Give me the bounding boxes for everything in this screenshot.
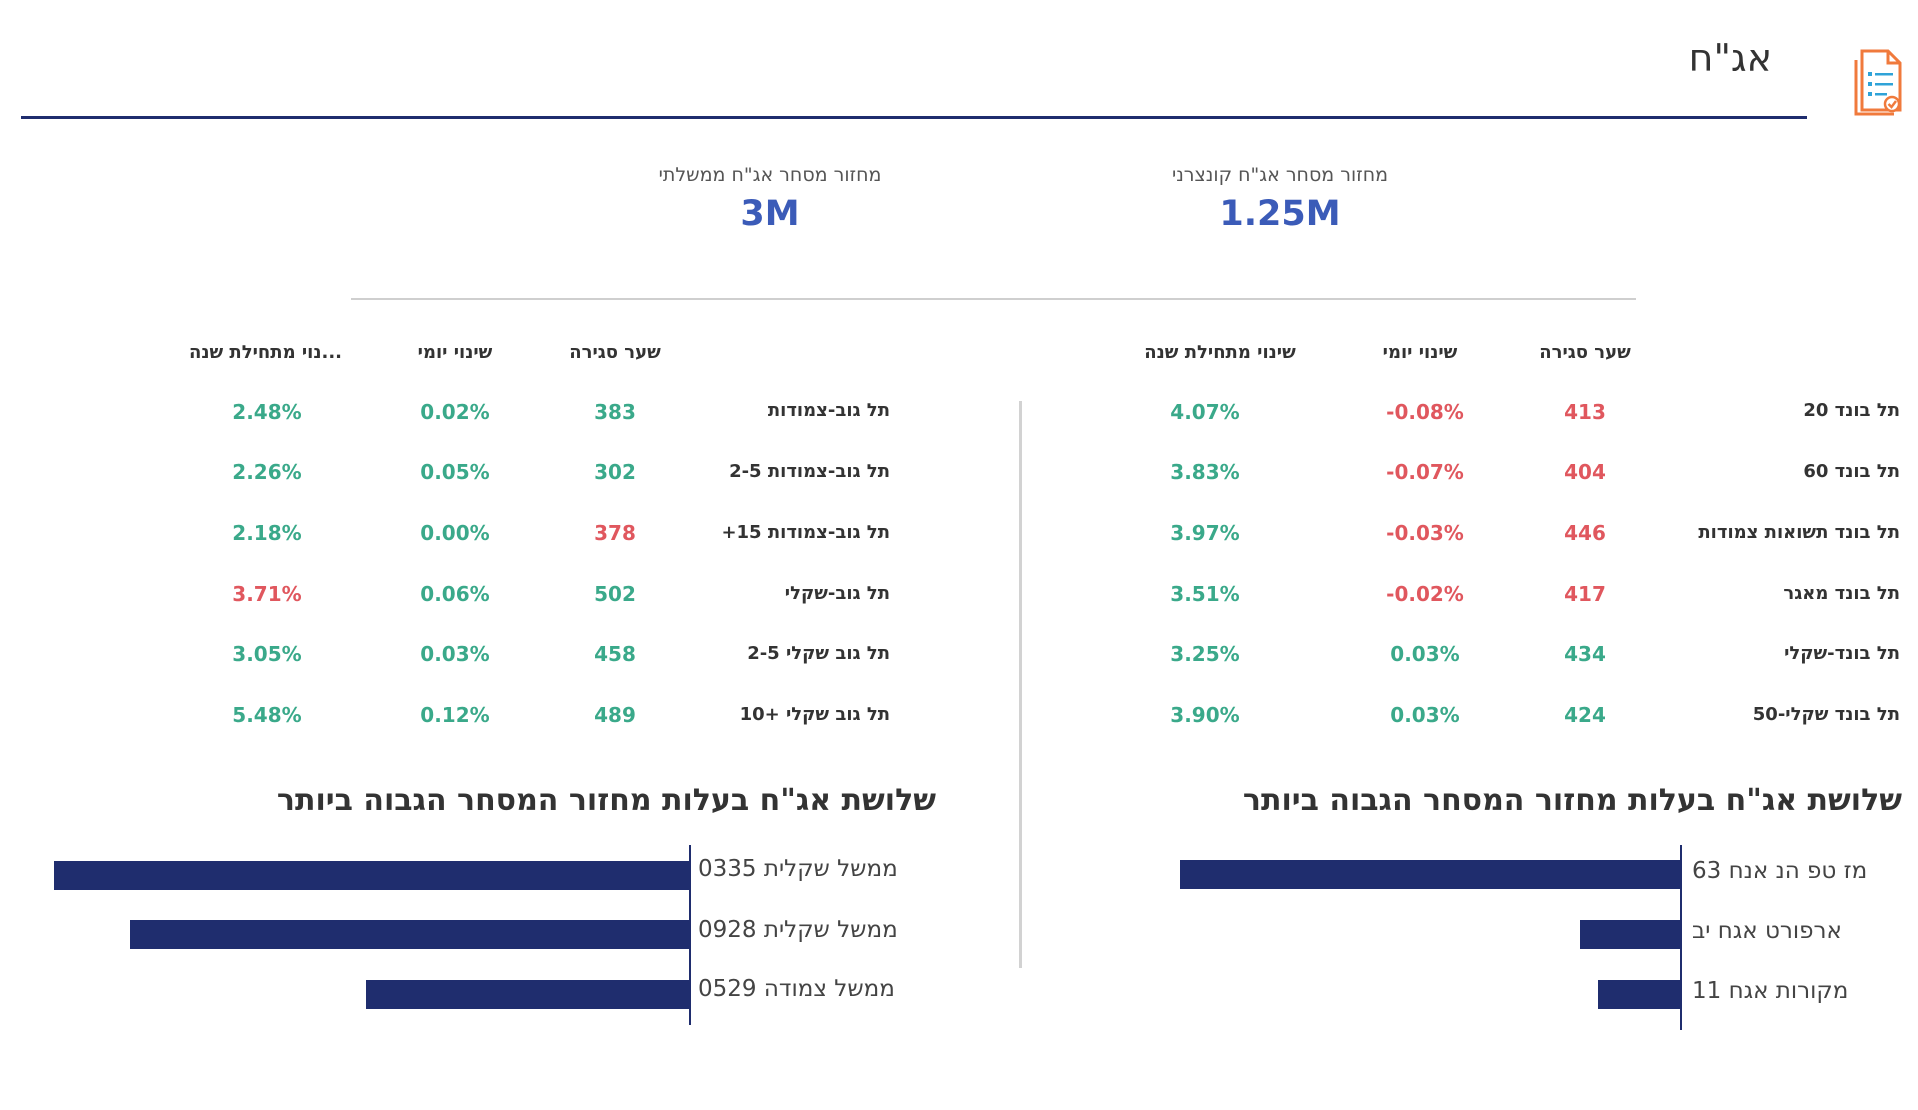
government-header-ytd: ...נוי מתחילת שנה: [188, 342, 343, 363]
ytd-change: 3.51%: [1170, 582, 1240, 606]
daily-change: -0.08%: [1386, 400, 1464, 424]
row-name: תל גוב שקלי +10: [739, 704, 890, 725]
close-value: 434: [1564, 642, 1606, 666]
bar-corporate-3: [1598, 980, 1680, 1009]
row-name: תל בונד תשואות צמודות: [1698, 522, 1900, 543]
close-value: 489: [594, 703, 636, 727]
bar-label: ארפורט אגח יב: [1692, 918, 1842, 944]
row-name: תל גוב-צמודות 2-5: [729, 461, 890, 482]
close-value: 502: [594, 582, 636, 606]
daily-change: -0.02%: [1386, 582, 1464, 606]
ytd-change: 3.97%: [1170, 521, 1240, 545]
close-value: 458: [594, 642, 636, 666]
kpi-government-label: מחזור מסחר אג"ח ממשלתי: [658, 164, 882, 186]
kpi-government-value: 3M: [740, 194, 800, 234]
section-divider: [351, 298, 1636, 300]
close-value: 404: [1564, 460, 1606, 484]
row-name: תל בונד 20: [1803, 400, 1900, 421]
ytd-change: 3.05%: [232, 642, 302, 666]
bar-label: ממשל שקלית 0335: [698, 856, 898, 882]
ytd-change: 3.71%: [232, 582, 302, 606]
corporate-header-ytd: שינוי מתחילת שנה: [1144, 342, 1296, 363]
row-name: תל גוב-צמודות: [767, 400, 890, 421]
close-value: 302: [594, 460, 636, 484]
daily-change: 0.05%: [420, 460, 490, 484]
government-header-close: שער סגירה: [569, 342, 661, 363]
close-value: 413: [1564, 400, 1606, 424]
ytd-change: 3.90%: [1170, 703, 1240, 727]
kpi-corporate-value: 1.25M: [1219, 194, 1341, 234]
row-name: תל גוב-שקלי: [784, 583, 890, 604]
vertical-divider: [1019, 401, 1022, 968]
daily-change: 0.03%: [1390, 703, 1460, 727]
document-checklist-icon: [1854, 49, 1902, 116]
close-value: 383: [594, 400, 636, 424]
bar-label: מז טפ הנ אנח 63: [1692, 858, 1868, 884]
ytd-change: 5.48%: [232, 703, 302, 727]
row-name: תל בונד מאגר: [1783, 583, 1900, 604]
bar-corporate-1: [1180, 860, 1680, 889]
ytd-change: 3.25%: [1170, 642, 1240, 666]
daily-change: 0.12%: [420, 703, 490, 727]
row-name: תל גוב-צמודות 15+: [721, 522, 890, 543]
close-value: 378: [594, 521, 636, 545]
ytd-change: 2.18%: [232, 521, 302, 545]
daily-change: 0.02%: [420, 400, 490, 424]
corporate-bars-axis: [1680, 845, 1682, 1030]
bar-government-1: [54, 861, 689, 890]
ytd-change: 3.83%: [1170, 460, 1240, 484]
close-value: 417: [1564, 582, 1606, 606]
daily-change: -0.07%: [1386, 460, 1464, 484]
daily-change: 0.03%: [420, 642, 490, 666]
row-name: תל בונד-שקלי: [1784, 643, 1900, 664]
corporate-top-bonds-title: שלושת אג"ח בעלות מחזור המסחר הגבוה ביותר: [1242, 783, 1902, 818]
government-bars-axis: [689, 845, 691, 1025]
bar-label: ממשל שקלית 0928: [698, 917, 898, 943]
corporate-header-daily: שינוי יומי: [1382, 342, 1458, 363]
row-name: תל גוב שקלי 2-5: [747, 643, 890, 664]
bar-government-2: [130, 920, 689, 949]
daily-change: 0.03%: [1390, 642, 1460, 666]
bar-government-3: [366, 980, 689, 1009]
row-name: תל בונד 60: [1803, 461, 1900, 482]
daily-change: -0.03%: [1386, 521, 1464, 545]
page-title: אג"ח: [1688, 36, 1772, 80]
bar-label: מקורות אגח 11: [1692, 978, 1849, 1004]
close-value: 424: [1564, 703, 1606, 727]
close-value: 446: [1564, 521, 1606, 545]
government-header-daily: שינוי יומי: [417, 342, 493, 363]
government-top-bonds-title: שלושת אג"ח בעלות מחזור המסחר הגבוה ביותר: [276, 783, 936, 818]
ytd-change: 2.48%: [232, 400, 302, 424]
header-divider: [21, 116, 1807, 119]
corporate-header-close: שער סגירה: [1539, 342, 1631, 363]
ytd-change: 2.26%: [232, 460, 302, 484]
kpi-corporate-label: מחזור מסחר אג"ח קונצרני: [1171, 164, 1389, 186]
bar-label: ממשל צמודה 0529: [698, 976, 895, 1002]
ytd-change: 4.07%: [1170, 400, 1240, 424]
bar-corporate-2: [1580, 920, 1680, 949]
daily-change: 0.06%: [420, 582, 490, 606]
row-name: תל בונד שקלי-50: [1752, 704, 1900, 725]
daily-change: 0.00%: [420, 521, 490, 545]
